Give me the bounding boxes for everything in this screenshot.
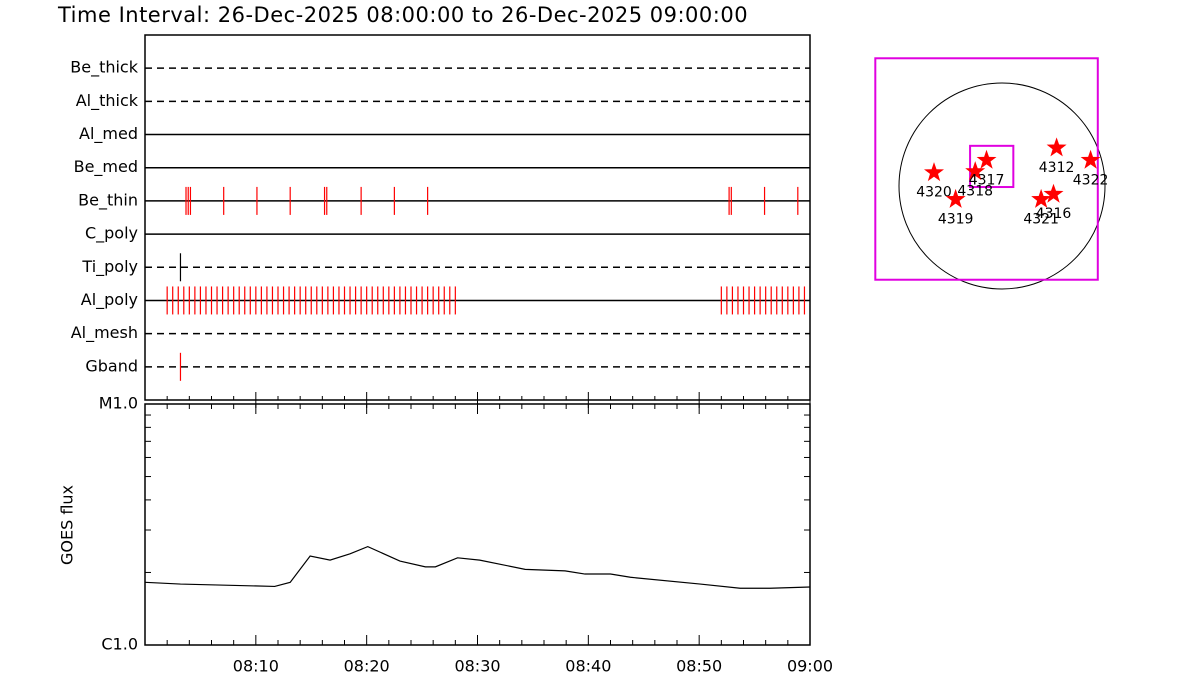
chart-title: Time Interval: 26-Dec-2025 08:00:00 to 2… — [57, 3, 748, 27]
region-label: 4317 — [969, 172, 1005, 188]
region-star — [1043, 183, 1064, 203]
region-label: 4312 — [1039, 160, 1075, 176]
field-of-view — [874, 57, 1099, 281]
region-label: 4320 — [916, 185, 952, 201]
row-label: Al_poly — [81, 290, 138, 310]
x-tick-label: 08:20 — [344, 657, 390, 676]
region-star — [924, 162, 944, 182]
y-tick-label: M1.0 — [99, 394, 138, 413]
row-label: Be_med — [74, 157, 138, 177]
region-star — [1046, 137, 1067, 157]
region-label: 4318 — [957, 184, 993, 200]
goes-frame — [144, 403, 811, 646]
y-tick-label: C1.0 — [101, 635, 138, 654]
row-label: C_poly — [85, 224, 138, 244]
x-tick-label: 08:50 — [676, 657, 722, 676]
solar-disk — [898, 82, 1106, 290]
region-star — [945, 188, 966, 208]
y-axis-label: GOES flux — [58, 485, 77, 565]
x-tick-label: 09:00 — [787, 657, 833, 676]
row-label: Be_thick — [70, 58, 138, 78]
region-label: 4316 — [1036, 206, 1072, 222]
region-label: 4319 — [938, 211, 974, 227]
x-tick-label: 08:30 — [454, 657, 500, 676]
region-label: 4321 — [1023, 211, 1059, 227]
row-label: Al_mesh — [71, 323, 138, 343]
row-label: Gband — [85, 356, 138, 375]
region-star — [1031, 188, 1052, 208]
region-star — [965, 161, 986, 181]
goes-line — [144, 545, 811, 589]
row-label: Ti_poly — [81, 257, 138, 277]
sub-field-of-view — [969, 144, 1015, 189]
region-label: 4322 — [1073, 172, 1109, 188]
x-tick-label: 08:40 — [565, 657, 611, 676]
x-tick-label: 08:10 — [233, 657, 279, 676]
row-label: Al_med — [79, 124, 138, 144]
timeline-frame — [144, 34, 811, 401]
region-star — [1080, 149, 1101, 169]
row-label: Al_thick — [76, 91, 139, 111]
region-star — [976, 149, 997, 169]
row-label: Be_thin — [78, 190, 138, 210]
